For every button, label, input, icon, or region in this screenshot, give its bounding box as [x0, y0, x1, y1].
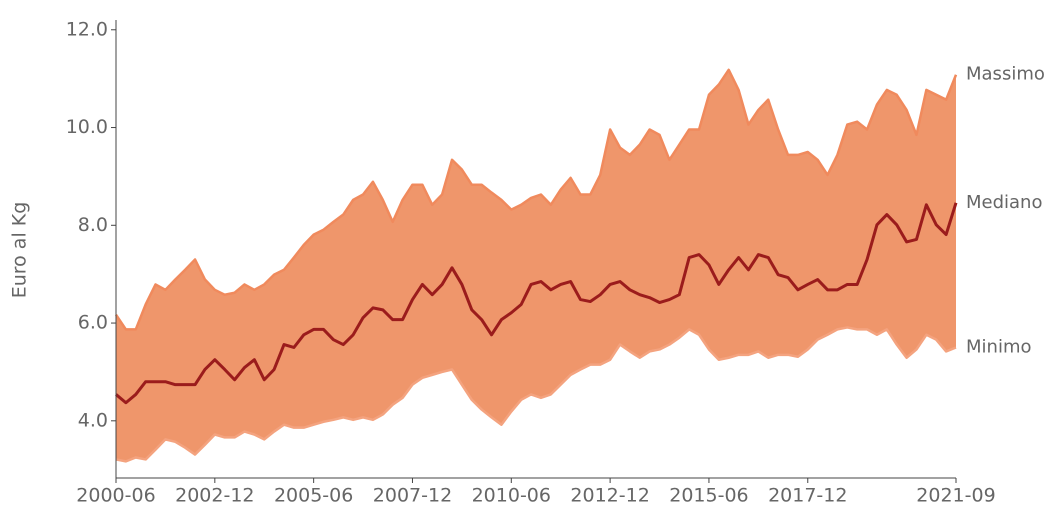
series-line [115, 202, 958, 405]
series-label: Minimo [966, 336, 1032, 357]
x-tick-label: 2017-12 [768, 485, 847, 507]
y-tick-label: 10.0 [66, 116, 108, 138]
x-tick-label: 2007-12 [373, 485, 452, 507]
series-line [114, 68, 958, 331]
x-tick-label: 2002-12 [175, 485, 254, 507]
x-tick-label: 2010-06 [472, 485, 551, 507]
x-tick-label: 2021-09 [916, 485, 995, 507]
y-tick-label: 4.0 [78, 409, 108, 431]
y-tick-label: 8.0 [78, 214, 108, 236]
band-fill [116, 69, 956, 462]
y-axis-label: Euro al Kg [9, 202, 31, 299]
series-line [115, 326, 957, 463]
x-tick-label: 2005-06 [274, 485, 353, 507]
x-tick-label: 2000-06 [76, 485, 155, 507]
series-label: Massimo [966, 64, 1045, 85]
x-tick-label: 2012-12 [570, 485, 649, 507]
y-tick-label: 6.0 [78, 312, 108, 334]
series-label: Mediano [966, 192, 1042, 213]
x-tick-label: 2015-06 [669, 485, 748, 507]
y-tick-label: 12.0 [66, 18, 108, 40]
